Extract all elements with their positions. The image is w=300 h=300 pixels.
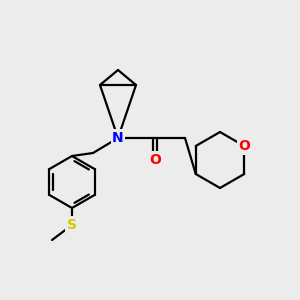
- Text: O: O: [149, 153, 161, 167]
- Text: N: N: [112, 131, 124, 145]
- Text: O: O: [238, 139, 250, 153]
- Text: S: S: [67, 218, 77, 232]
